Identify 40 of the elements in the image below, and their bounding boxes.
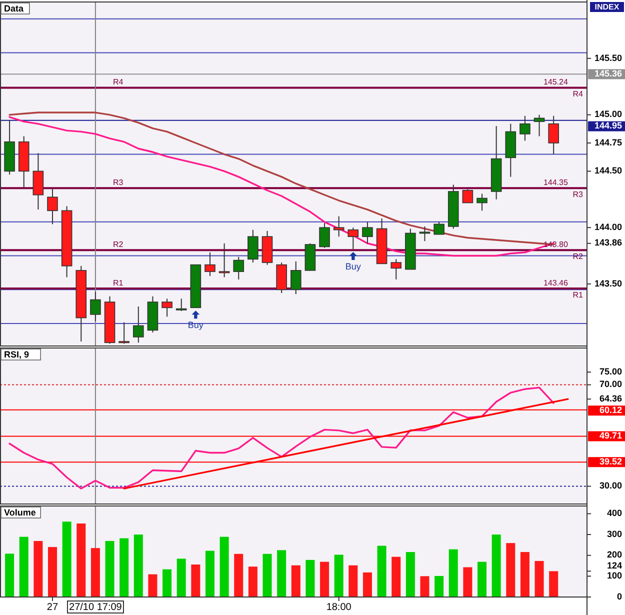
x-tick-label: 18:00 [326,602,352,614]
ref-line-label: R2 [113,240,124,250]
y-tick-label: 145.50 [594,52,622,63]
y-tick-label: 124 [606,560,622,571]
ref-line-label: 39.52 [599,456,622,466]
text: R3 [572,190,583,200]
annotation: 143.46 [543,278,568,288]
x-tick-label: 27 [46,602,58,614]
annotation: 145.24 [543,78,568,87]
text: INDEX [594,2,620,12]
chart-title: Volume [4,507,36,518]
y-tick-label: 144.75 [594,137,622,148]
ref-line-label: R4 [113,78,124,87]
ref-line-label: R3 [113,178,124,188]
text: R4 [572,90,583,99]
ref-line-label: 144.95 [594,120,622,131]
y-tick-label: 200 [606,550,622,560]
annotation: Buy [345,261,362,272]
ref-line-label: 145.36 [594,68,622,79]
y-tick-label: 400 [606,508,622,518]
ref-line-label: 49.71 [599,430,622,441]
y-tick-label: 145.00 [594,109,622,120]
y-tick-label: 0 [616,591,622,602]
y-tick-label: 143.50 [594,278,622,288]
y-tick-label: 143.86 [594,238,622,248]
y-tick-label: 300 [606,528,622,539]
ref-line-label: 27/10 17:09 [69,602,122,614]
ref-line-label: 60.12 [599,404,622,415]
annotation: 144.35 [543,178,568,188]
y-tick-label: 144.00 [594,222,622,232]
text: R1 [572,290,583,300]
chart-title: RSI, 9 [4,349,30,360]
y-tick-label: 70.00 [599,379,622,390]
y-tick-label: 64.36 [599,393,622,404]
ref-line-label: R1 [113,278,124,288]
chart-title: Data [4,3,24,14]
y-tick-label: 30.00 [599,480,622,491]
y-tick-label: 100 [606,570,622,581]
y-tick-label: 75.00 [599,366,622,376]
y-tick-label: 144.50 [594,166,622,176]
